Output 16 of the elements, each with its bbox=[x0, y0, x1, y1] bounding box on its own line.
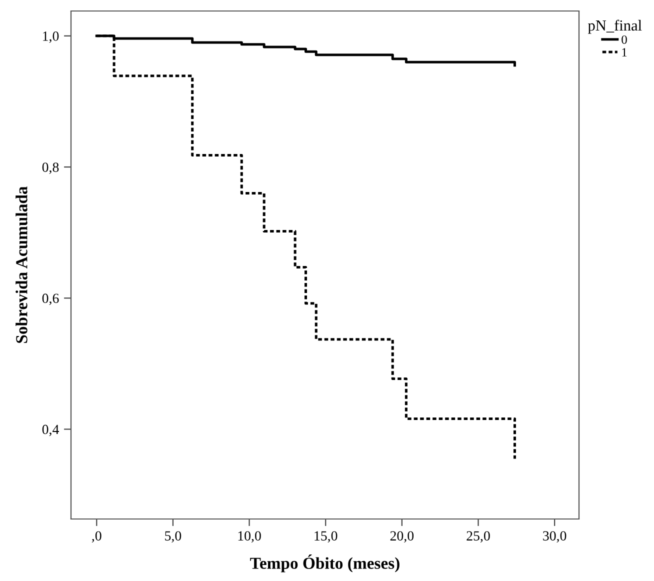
x-tick-label: 30,0 bbox=[543, 531, 566, 543]
x-tick-label: 5,0 bbox=[165, 531, 182, 543]
y-tick-label: 0,4 bbox=[42, 424, 59, 436]
y-axis-title: Sobrevida Acumulada bbox=[16, 186, 28, 343]
x-tick-label: 15,0 bbox=[314, 531, 338, 543]
x-tick-label: 20,0 bbox=[390, 531, 414, 543]
legend-title: pN_final bbox=[588, 20, 642, 34]
x-axis-title: Tempo Óbito (meses) bbox=[250, 554, 400, 572]
y-tick-label: 0,6 bbox=[42, 294, 59, 306]
x-tick-label: 25,0 bbox=[466, 531, 490, 543]
y-tick-label: 1,0 bbox=[43, 31, 59, 43]
legend-label: 1 bbox=[622, 48, 627, 56]
y-tick-label: 0,8 bbox=[42, 162, 59, 174]
x-tick-label: 10,0 bbox=[238, 531, 261, 543]
x-tick-label: ,0 bbox=[92, 531, 102, 543]
legend-label: 0 bbox=[622, 35, 627, 44]
